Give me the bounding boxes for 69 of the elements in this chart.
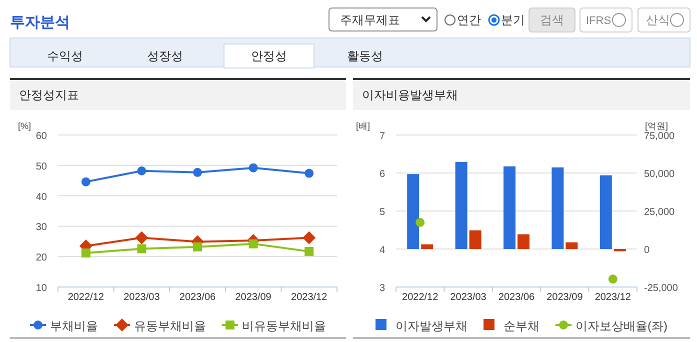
y-tick-label: 10 bbox=[36, 283, 48, 294]
y-tick-label: 40 bbox=[36, 192, 48, 203]
chart-title: 이자비용발생부채 bbox=[362, 88, 458, 102]
y2-tick-label: 0 bbox=[644, 245, 650, 256]
x-tick-label: 2023/09 bbox=[546, 292, 584, 303]
x-tick-label: 2022/12 bbox=[402, 292, 439, 303]
text: 주재무제표 bbox=[340, 13, 400, 27]
y-tick-label: 6 bbox=[379, 169, 386, 180]
text: IFRS bbox=[586, 15, 612, 27]
y-axis-title: [%] bbox=[18, 121, 32, 131]
point bbox=[135, 231, 148, 244]
legend-label: 순부채 bbox=[504, 319, 540, 333]
text: 성장성 bbox=[147, 49, 183, 63]
bar bbox=[552, 167, 564, 249]
point bbox=[193, 242, 202, 252]
text: 분기 bbox=[501, 13, 525, 27]
y-tick-label: 3 bbox=[379, 283, 386, 294]
text: 산식 bbox=[646, 13, 670, 27]
point bbox=[81, 248, 90, 258]
legend-label: 비유동부채비율 bbox=[242, 319, 326, 333]
point bbox=[193, 168, 202, 177]
y2-tick-label: 50,000 bbox=[644, 169, 676, 180]
point bbox=[304, 246, 314, 256]
y-tick-label: 20 bbox=[36, 252, 48, 264]
bar bbox=[421, 244, 434, 249]
bar bbox=[518, 234, 530, 249]
point bbox=[81, 177, 90, 186]
text: 안정성 bbox=[251, 49, 287, 63]
y-tick-label: 5 bbox=[379, 207, 386, 218]
text: 검색 bbox=[540, 13, 564, 27]
legend-label: 유동부채비율 bbox=[134, 319, 206, 333]
point bbox=[137, 244, 146, 254]
legend-label: 이자발생부채 bbox=[396, 319, 468, 333]
x-tick-label: 2023/03 bbox=[450, 292, 487, 303]
x-tick-label: 2022/12 bbox=[68, 292, 104, 303]
legend-label: 부채비율 bbox=[50, 319, 98, 333]
point bbox=[248, 239, 258, 248]
x-tick-label: 2023/09 bbox=[235, 292, 272, 303]
x-tick-label: 2023/12 bbox=[291, 292, 328, 303]
y2-tick-label: -25,000 bbox=[644, 283, 678, 294]
y-axis-title: [배] bbox=[356, 121, 370, 131]
y2-tick-label: 25,000 bbox=[644, 207, 676, 218]
bar bbox=[504, 166, 516, 249]
bar bbox=[407, 174, 420, 249]
text: 수익성 bbox=[47, 49, 83, 63]
point bbox=[248, 163, 258, 172]
legend-label: 이자보상배율(좌) bbox=[576, 319, 668, 333]
y-tick-label: 60 bbox=[36, 131, 48, 142]
bar bbox=[469, 230, 482, 249]
y2-tick-label: 75,000 bbox=[644, 131, 676, 142]
point bbox=[304, 168, 314, 178]
x-tick-label: 2023/12 bbox=[594, 292, 632, 303]
text: 투자분석 bbox=[10, 14, 70, 31]
x-tick-label: 2023/06 bbox=[498, 292, 536, 303]
bar bbox=[455, 162, 468, 249]
x-tick-label: 2023/06 bbox=[179, 292, 216, 303]
bar bbox=[566, 242, 578, 249]
bar bbox=[600, 175, 612, 249]
point bbox=[137, 166, 146, 176]
y-tick-label: 30 bbox=[36, 222, 48, 234]
point bbox=[302, 231, 316, 244]
y-tick-label: 50 bbox=[36, 161, 48, 172]
y2-axis-title: [억원] bbox=[645, 121, 668, 131]
chart-title: 안정성지표 bbox=[19, 88, 79, 102]
text: 활동성 bbox=[347, 49, 383, 63]
text: 연간 bbox=[457, 13, 481, 27]
y-tick-label: 4 bbox=[379, 245, 386, 256]
y-tick-label: 7 bbox=[379, 131, 386, 142]
x-tick-label: 2023/03 bbox=[124, 292, 160, 303]
